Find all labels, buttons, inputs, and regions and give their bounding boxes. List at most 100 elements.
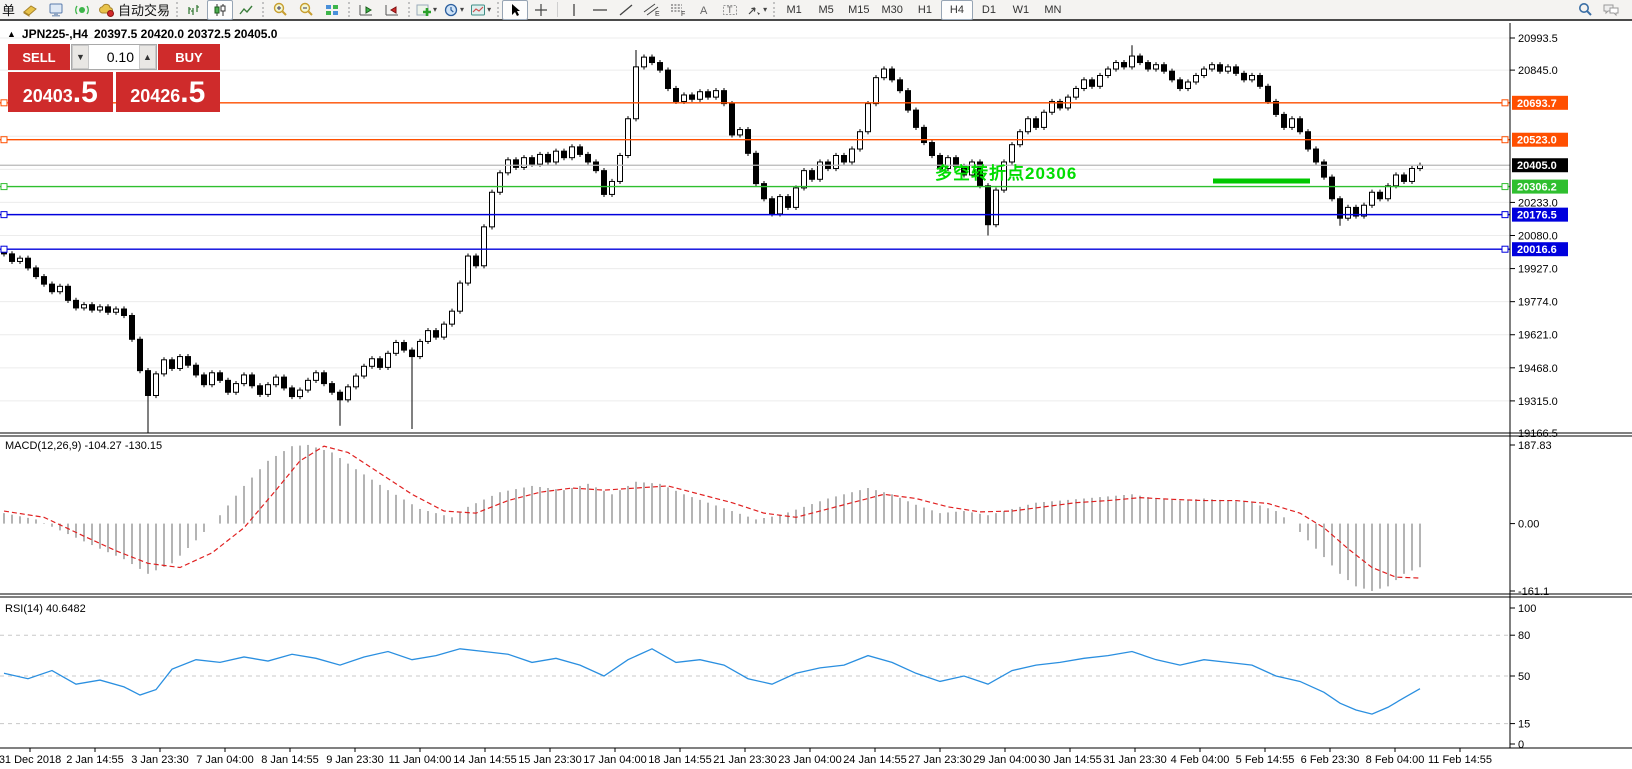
timeframe-button-W1[interactable]: W1 — [1012, 3, 1030, 16]
svg-text:17 Jan 04:00: 17 Jan 04:00 — [583, 754, 647, 766]
fibonacci-button[interactable]: F — [665, 0, 691, 20]
tile-windows-button[interactable] — [319, 0, 345, 20]
rsi-levels — [0, 634, 1510, 725]
timeframe-button-H4[interactable]: H4 — [940, 0, 973, 20]
timeframe-bar: M1 M5 M15 M30 H1 H4 D1 W1 MN — [778, 0, 1069, 20]
rsi-line — [3, 648, 1421, 715]
timeframe-button-M1[interactable]: M1 — [786, 3, 802, 16]
svg-text:MACD(12,26,9) -104.27 -130.15: MACD(12,26,9) -104.27 -130.15 — [5, 440, 162, 452]
templates-icon — [471, 4, 486, 15]
macd-histogram — [3, 444, 1421, 591]
svg-text:24 Jan 14:55: 24 Jan 14:55 — [843, 754, 907, 766]
collapse-panel-icon[interactable]: ▲ — [7, 29, 16, 39]
zoom-out-button[interactable] — [293, 0, 319, 20]
volume-increase-button[interactable]: ▲ — [139, 45, 156, 69]
svg-text:A: A — [700, 5, 708, 17]
auto-scroll-icon — [359, 4, 373, 15]
fibonacci-icon: F — [671, 4, 685, 17]
svg-text:0: 0 — [1518, 739, 1524, 751]
timeframe-button-D1[interactable]: D1 — [981, 3, 996, 16]
market-watch-icon — [49, 3, 63, 16]
volume-value[interactable]: 0.10 — [106, 49, 134, 65]
candlestick-chart-button[interactable] — [207, 0, 234, 20]
timeframe-button-M5[interactable]: M5 — [818, 3, 834, 16]
equidistant-channel-button[interactable]: E — [639, 0, 665, 20]
volume-decrease-button[interactable]: ▼ — [72, 45, 89, 69]
svg-text:0.00: 0.00 — [1518, 519, 1539, 531]
svg-text:8 Jan 14:55: 8 Jan 14:55 — [261, 754, 319, 766]
arrows-button[interactable]: ▾ — [743, 0, 770, 20]
line-chart-icon — [239, 5, 253, 14]
line-chart-button[interactable] — [233, 0, 259, 20]
market-watch-button[interactable] — [43, 0, 69, 20]
timeframe-button-M30[interactable]: M30 — [881, 3, 903, 16]
crosshair-icon — [535, 3, 548, 16]
svg-text:20845.0: 20845.0 — [1518, 65, 1558, 77]
zoom-out-icon — [299, 2, 313, 16]
price-axis-labels: 20993.5 20845.0 20233.0 20080.0 19927.0 19774… — [1510, 33, 1558, 440]
periods-clock-button[interactable]: ▾ — [440, 0, 467, 20]
svg-text:20993.5: 20993.5 — [1518, 33, 1558, 45]
periods-clock-icon — [444, 3, 458, 16]
macd-signal-line — [3, 445, 1421, 579]
vertical-line-button[interactable] — [561, 0, 587, 20]
horizontal-line-button[interactable] — [587, 0, 613, 20]
timeframe-button-M15[interactable]: M15 — [848, 3, 870, 16]
cursor-icon — [512, 3, 521, 16]
timeframe-button-H1[interactable]: H1 — [917, 3, 932, 16]
cursor-button[interactable] — [502, 0, 529, 20]
sell-price-box[interactable]: 20403 .5 — [8, 72, 113, 112]
svg-text:5 Feb 14:55: 5 Feb 14:55 — [1236, 754, 1295, 766]
chat-button[interactable] — [1598, 0, 1624, 20]
chart-shift-icon — [385, 4, 399, 15]
svg-text:19166.5: 19166.5 — [1518, 428, 1558, 440]
svg-text:7 Jan 04:00: 7 Jan 04:00 — [196, 754, 254, 766]
crosshair-button[interactable] — [528, 0, 554, 20]
turning-point-annotation: 多空转折点20306 — [935, 164, 1078, 183]
text-label-button[interactable]: T — [717, 0, 743, 20]
search-button[interactable] — [1572, 0, 1598, 20]
buy-button[interactable]: BUY — [158, 44, 220, 70]
timeframe-button-MN[interactable]: MN — [1044, 3, 1062, 16]
time-axis: 31 Dec 2018 2 Jan 14:55 3 Jan 23:30 7 Jan 0… — [0, 748, 1492, 766]
indicators-icon — [416, 4, 432, 16]
indicators-button[interactable]: ▾ — [413, 0, 440, 20]
text-button[interactable]: A — [691, 0, 717, 20]
new-order-icon — [23, 4, 37, 17]
new-order-partial-label[interactable]: 单 — [2, 3, 16, 18]
svg-text:20016.6: 20016.6 — [1517, 244, 1557, 256]
svg-text:14 Jan 14:55: 14 Jan 14:55 — [453, 754, 517, 766]
trendline-button[interactable] — [613, 0, 639, 20]
sell-button[interactable]: SELL — [8, 44, 70, 70]
svg-text:6 Feb 23:30: 6 Feb 23:30 — [1301, 754, 1360, 766]
buy-price-frac: .5 — [180, 76, 206, 109]
signals-button[interactable] — [69, 0, 95, 20]
auto-scroll-button[interactable] — [353, 0, 379, 20]
search-icon — [1579, 3, 1592, 16]
chart-shift-button[interactable] — [379, 0, 405, 20]
svg-text:RSI(14) 40.6482: RSI(14) 40.6482 — [5, 603, 86, 615]
algo-trading-icon — [99, 3, 115, 17]
zoom-in-button[interactable] — [267, 0, 293, 20]
algo-trading-button[interactable]: 自动交易 — [95, 0, 173, 20]
new-order-button[interactable] — [17, 0, 43, 20]
candles — [1, 45, 1423, 433]
chart-title: ▲ JPN225-,H4 20397.5 20420.0 20372.5 204… — [7, 27, 277, 41]
svg-text:187.83: 187.83 — [1518, 440, 1552, 452]
svg-text:31 Dec 2018: 31 Dec 2018 — [0, 754, 61, 766]
trendline-icon — [619, 4, 633, 15]
svg-text:19315.0: 19315.0 — [1518, 396, 1558, 408]
svg-text:100: 100 — [1518, 603, 1536, 615]
svg-text:19621.0: 19621.0 — [1518, 330, 1558, 342]
macd-pane-labels: MACD(12,26,9) -104.27 -130.15 187.83 0.00 -… — [5, 440, 1552, 598]
main-toolbar: 单 自动交易 — [0, 0, 1632, 21]
svg-text:15 Jan 23:30: 15 Jan 23:30 — [518, 754, 582, 766]
templates-button[interactable]: ▾ — [467, 0, 494, 20]
buy-price-box[interactable]: 20426 .5 — [115, 72, 220, 112]
one-click-trading-panel: SELL ▼ 0.10 ▲ BUY 20403 .5 20426 .5 — [8, 44, 220, 112]
bar-chart-button[interactable] — [181, 0, 207, 20]
svg-text:19468.0: 19468.0 — [1518, 363, 1558, 375]
pane-borders — [0, 23, 1632, 749]
